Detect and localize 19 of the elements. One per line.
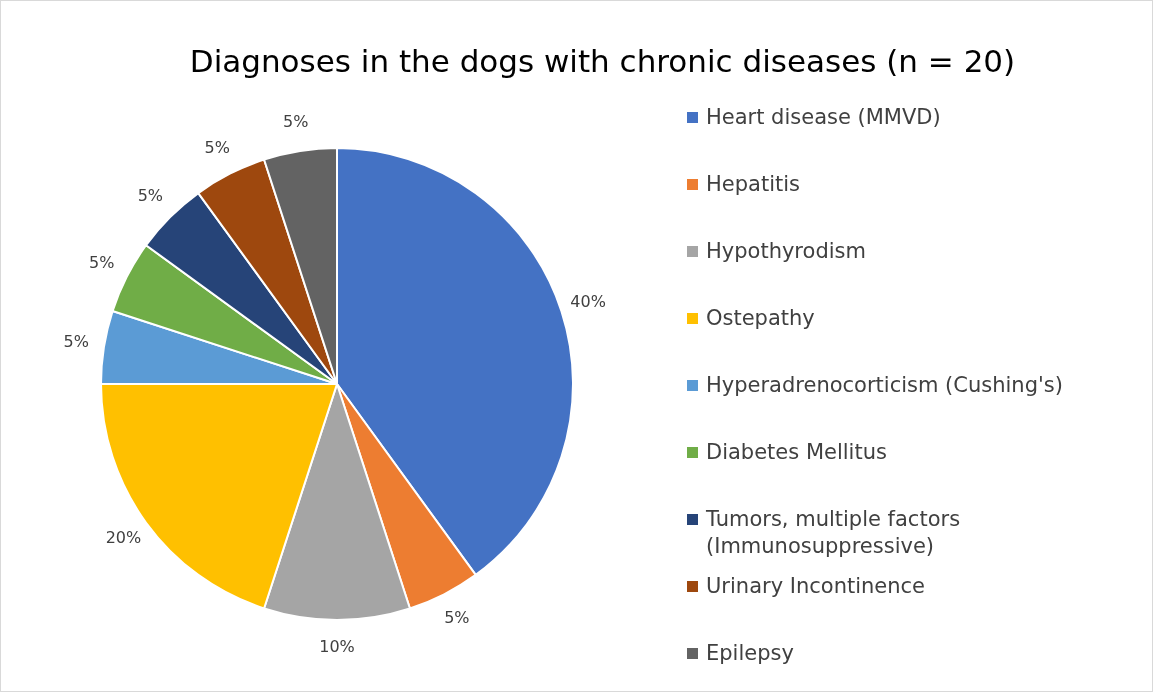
- legend-label: Urinary Incontinence: [706, 573, 926, 600]
- legend-label: Hepatitis: [706, 171, 800, 198]
- data-label: 20%: [105, 528, 142, 548]
- legend-label: Ostepathy: [706, 305, 815, 332]
- data-label: 5%: [204, 137, 230, 157]
- data-label: 5%: [283, 112, 309, 132]
- chart-title: Diagnoses in the dogs with chronic diseases (n = 20): [188, 43, 1017, 79]
- data-label: 5%: [137, 186, 164, 206]
- legend-label: Epilepsy: [706, 640, 794, 667]
- data-label: 5%: [63, 331, 89, 351]
- legend-label: Hyperadrenocorticism (Cushing's): [706, 372, 1063, 399]
- data-label: 10%: [319, 637, 355, 657]
- data-label: 40%: [570, 291, 606, 311]
- legend-label: Tumors, multiple factors (Immunosuppressive): [706, 506, 962, 560]
- legend-label: Diabetes Mellitus: [706, 439, 887, 466]
- legend-label: Hypothyrodism: [706, 238, 866, 265]
- legend-label: Heart disease (MMVD): [706, 104, 941, 131]
- data-label: 5%: [444, 608, 470, 628]
- data-label: 5%: [89, 253, 115, 273]
